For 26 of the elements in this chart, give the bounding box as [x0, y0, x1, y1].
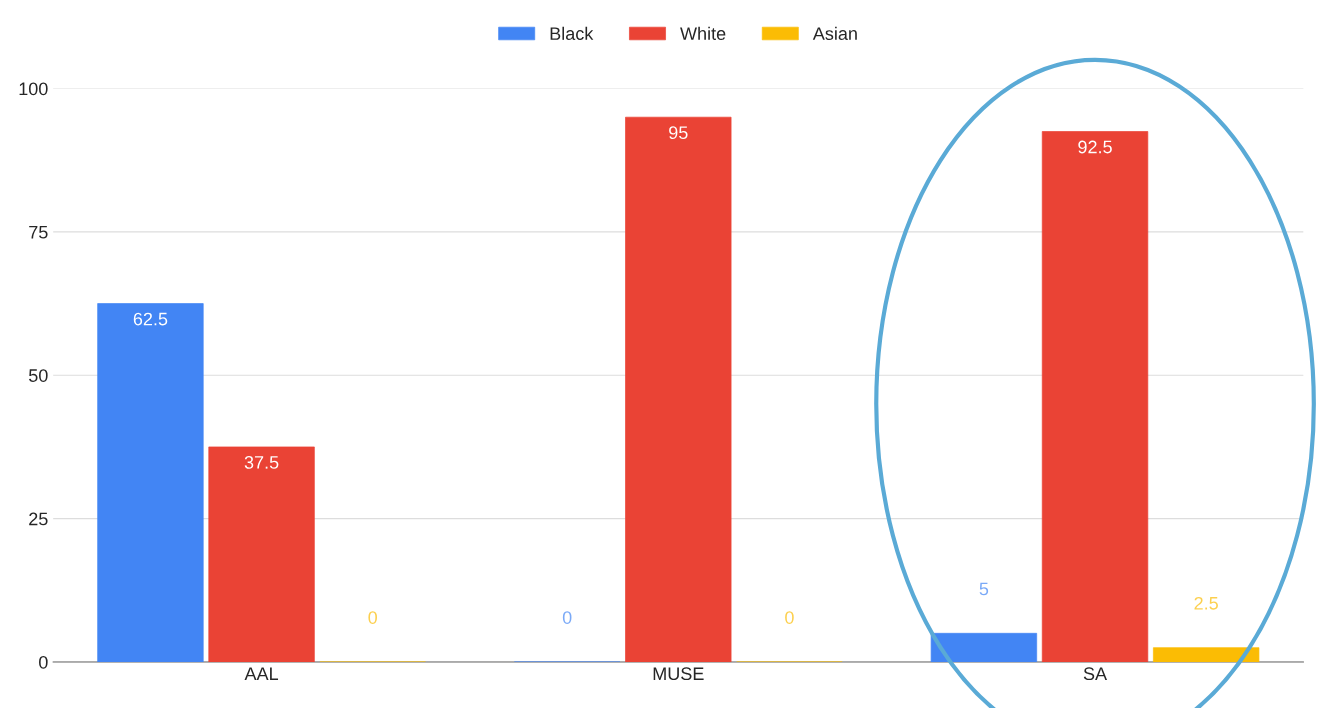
data-label: 37.5	[244, 456, 279, 469]
y-tick-label: 75	[29, 225, 48, 239]
data-label: 95	[669, 126, 688, 140]
data-label: 0	[562, 611, 572, 624]
data-label: 5	[979, 582, 989, 596]
bar	[625, 116, 732, 662]
y-tick-label: 25	[29, 512, 48, 526]
y-tick-label: 100	[19, 82, 48, 96]
data-label: 62.5	[133, 312, 168, 326]
bar	[1153, 647, 1260, 662]
legend-label: Black	[550, 26, 594, 41]
bar	[930, 632, 1038, 662]
bar	[208, 446, 315, 662]
data-label: 92.5	[1078, 140, 1112, 154]
legend-label: Asian	[812, 26, 857, 41]
x-tick-label: AAL	[244, 667, 279, 680]
x-tick-label: MUSE	[653, 667, 704, 681]
y-tick-label: 0	[39, 655, 48, 669]
data-label: 2.5	[1194, 596, 1218, 610]
x-tick-label: SA	[1083, 667, 1108, 681]
data-label: 0	[785, 611, 794, 624]
legend-label: White	[680, 26, 726, 41]
y-tick-label: 50	[28, 369, 48, 382]
data-label: 0	[368, 611, 378, 624]
bar	[97, 303, 204, 662]
bar	[1041, 131, 1149, 662]
